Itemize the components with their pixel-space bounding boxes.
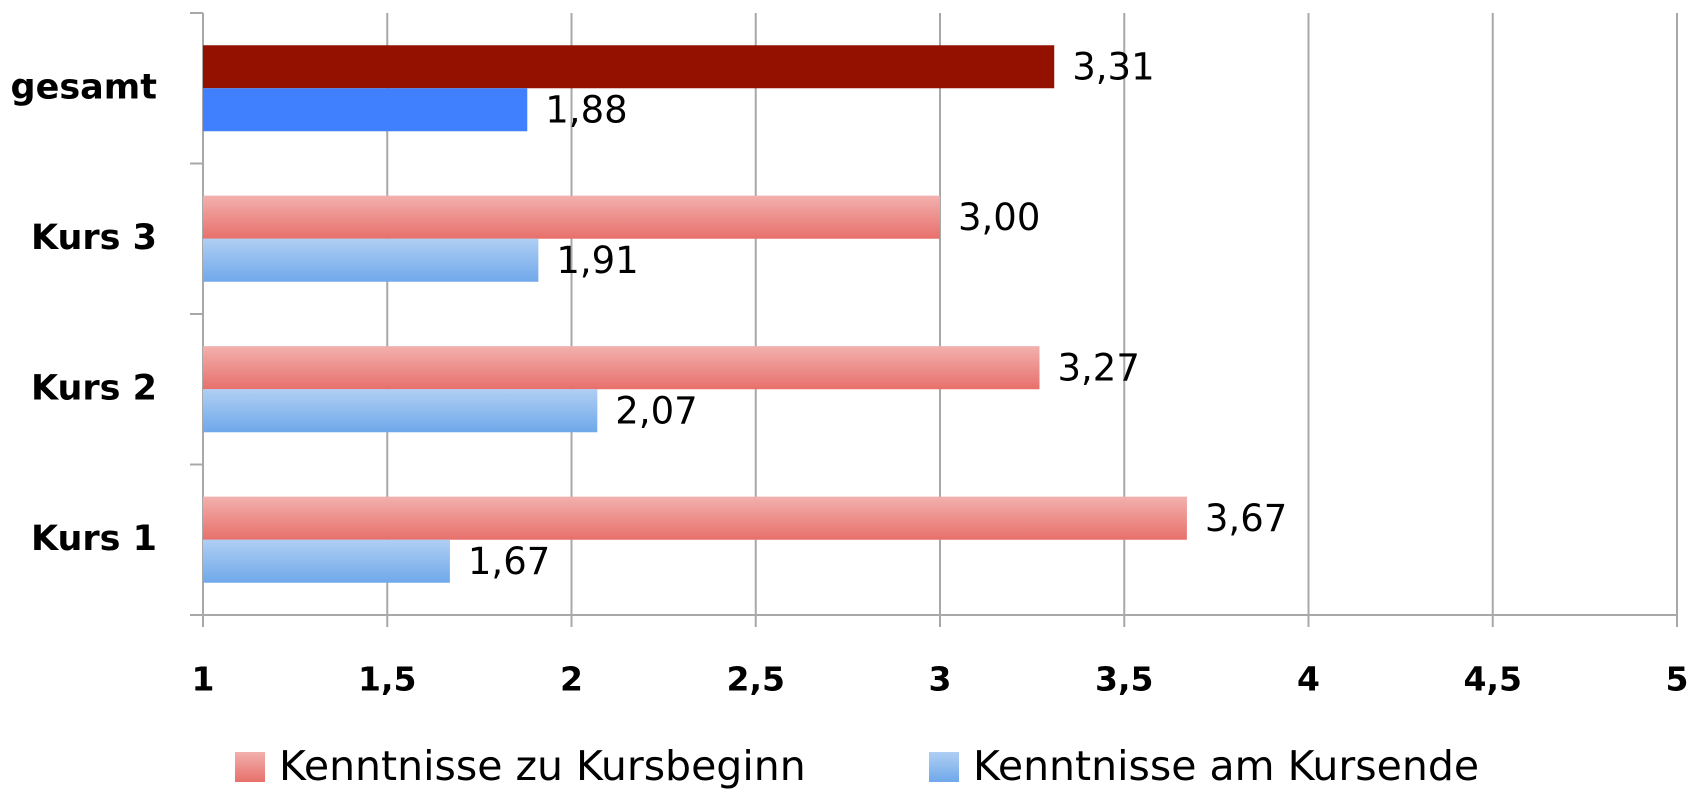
x-tick-label: 4,5 [1464, 660, 1522, 699]
x-tick-label: 3 [929, 660, 952, 699]
legend-label: Kenntnisse zu Kursbeginn [279, 742, 806, 790]
bar-shine [203, 195, 940, 239]
value-label: 3,67 [1205, 497, 1287, 540]
legend-label: Kenntnisse am Kursende [973, 742, 1479, 790]
bar-shine [203, 238, 539, 282]
legend-swatch-shine [929, 752, 959, 782]
x-tick-label: 1,5 [358, 660, 416, 699]
value-label: 1,91 [556, 239, 638, 282]
category-label: Kurs 2 [31, 368, 157, 408]
value-label: 3,00 [958, 196, 1040, 239]
bar-shine [203, 346, 1040, 390]
value-label: 2,07 [615, 389, 697, 432]
value-label: 1,67 [468, 540, 550, 583]
category-label: Kurs 1 [31, 519, 157, 559]
value-label: 3,27 [1057, 346, 1139, 389]
x-tick-label: 5 [1666, 660, 1689, 699]
x-tick-label: 1 [192, 660, 215, 699]
bar [203, 45, 1055, 89]
x-tick-label: 2 [560, 660, 583, 699]
bar-shine [203, 496, 1187, 540]
category-label: gesamt [11, 67, 157, 107]
legend-swatch-shine [235, 752, 265, 782]
value-label: 1,88 [545, 88, 627, 131]
value-label: 3,31 [1072, 45, 1154, 88]
bar [203, 88, 528, 132]
x-tick-label: 2,5 [727, 660, 785, 699]
category-label: Kurs 3 [31, 218, 157, 258]
bar-shine [203, 539, 450, 583]
x-tick-label: 3,5 [1095, 660, 1153, 699]
bar-shine [203, 389, 598, 433]
x-tick-label: 4 [1297, 660, 1320, 699]
